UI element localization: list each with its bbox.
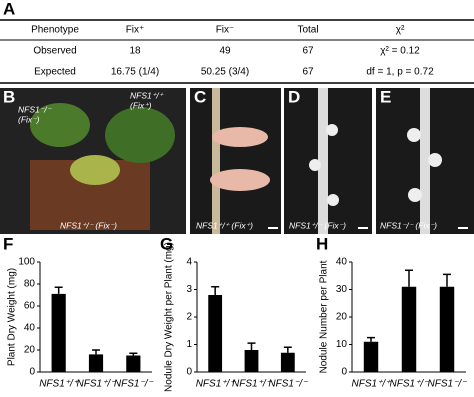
photo-label: (Fix⁺) xyxy=(130,100,152,110)
photo-label: (Fix⁻) xyxy=(18,114,40,124)
bar xyxy=(280,352,295,372)
table-cell: 67 xyxy=(302,67,314,78)
y-axis-label: Nodule Number per Plant xyxy=(319,260,330,373)
photo-label: NFS1⁺/⁺ (Fix⁺) xyxy=(196,220,253,230)
error-bar xyxy=(92,349,100,355)
photo-labels: NFS1⁻/⁻(Fix⁻) NFS1⁺/⁺(Fix⁺) NFS1⁺/⁻ (Fix⁻)… xyxy=(18,90,437,230)
nodule xyxy=(407,128,421,142)
error-bar xyxy=(405,269,413,287)
y-tick-label: 4 xyxy=(186,257,192,268)
y-axis-label: Plant Dry Weight (mg) xyxy=(7,268,18,366)
x-tick-label: NFS1⁺/⁺ xyxy=(196,379,236,390)
root xyxy=(420,88,430,234)
x-tick-label: NFS1⁺/⁺ xyxy=(352,379,392,390)
bar xyxy=(88,354,104,372)
photo-label: NFS1⁺/⁺ xyxy=(130,90,165,100)
bar xyxy=(439,286,455,372)
y-tick-label: 20 xyxy=(24,345,36,356)
y-tick-label: 0 xyxy=(341,367,347,378)
nodule xyxy=(428,153,442,167)
error-bar xyxy=(283,346,292,353)
y-tick-label: 30 xyxy=(336,284,348,295)
x-tick-label: NFS1⁺/⁻ xyxy=(232,379,272,390)
y-tick-label: 2 xyxy=(186,312,192,323)
y-tick-label: 40 xyxy=(24,323,36,334)
table-header: Total xyxy=(297,25,318,36)
table-header: Phenotype xyxy=(31,25,79,36)
error-bar xyxy=(129,352,138,356)
nodule xyxy=(327,194,339,206)
bar xyxy=(363,341,379,372)
table-cell: 18 xyxy=(129,46,141,57)
table-cell: 67 xyxy=(302,46,314,57)
leaves xyxy=(30,103,90,147)
error-bar xyxy=(211,286,220,295)
x-tick-label: NFS1⁻/⁻ xyxy=(428,379,468,390)
y-tick-label: 20 xyxy=(336,312,348,323)
panel-label: B xyxy=(3,87,15,106)
x-tick-label: NFS1⁺/⁻ xyxy=(390,379,430,390)
y-tick-label: 60 xyxy=(24,301,36,312)
panel-label: A xyxy=(3,0,15,18)
error-bar xyxy=(247,342,256,350)
y-tick-label: 1 xyxy=(186,339,192,350)
leaves xyxy=(105,107,175,163)
panel-label: D xyxy=(288,87,300,106)
panel-label: H xyxy=(316,234,328,253)
photo-label: NFS1⁺/⁻ (Fix⁻) xyxy=(60,220,117,230)
x-tick-label: NFS1⁻/⁻ xyxy=(268,379,308,390)
bar xyxy=(208,295,223,372)
table-header: Fix⁻ xyxy=(216,25,235,36)
y-tick-label: 3 xyxy=(186,284,192,295)
table-cell: 49 xyxy=(219,46,231,57)
y-tick-label: 0 xyxy=(29,367,35,378)
bar xyxy=(401,286,417,372)
nodule xyxy=(210,169,270,191)
y-tick-label: 100 xyxy=(18,257,35,268)
root xyxy=(212,88,220,234)
panel-label: E xyxy=(380,87,391,106)
table-cell: df = 1, p = 0.72 xyxy=(366,67,434,78)
x-tick-label: NFS1⁺/⁺ xyxy=(39,379,79,390)
error-bar xyxy=(367,336,375,342)
nodule xyxy=(408,188,422,202)
root xyxy=(318,88,328,234)
error-bar xyxy=(54,286,63,294)
nodule xyxy=(212,127,268,147)
nodule xyxy=(326,124,338,136)
y-tick-label: 40 xyxy=(336,257,348,268)
panel-label: G xyxy=(160,234,173,253)
x-tick-label: NFS1⁺/⁻ xyxy=(77,379,117,390)
table-cell: Expected xyxy=(34,67,76,78)
photo-label: NFS1⁻/⁻ (Fix⁻) xyxy=(380,220,437,230)
bar xyxy=(126,355,141,372)
bar xyxy=(244,350,259,372)
photos xyxy=(0,88,474,234)
y-tick-label: 0 xyxy=(186,367,192,378)
y-axis-label: Nodule Dry Weight per Plant (mg) xyxy=(164,242,175,392)
panel-label: C xyxy=(194,87,206,106)
error-bar xyxy=(443,273,451,287)
table-header: χ² xyxy=(396,25,405,36)
table-cell: Observed xyxy=(33,46,76,57)
table-cell: χ² = 0.12 xyxy=(380,46,420,57)
panel-label: F xyxy=(3,234,13,253)
table-header: Fix⁺ xyxy=(126,25,145,36)
table-cell: 50.25 (3/4) xyxy=(201,67,249,78)
table-cell: 16.75 (1/4) xyxy=(111,67,159,78)
photo-label: NFS1⁺/⁻ (Fix⁻) xyxy=(289,220,346,230)
y-tick-label: 80 xyxy=(24,279,36,290)
photo-label: NFS1⁻/⁻ xyxy=(18,104,53,114)
photo-c xyxy=(190,88,281,234)
nodule xyxy=(309,159,321,171)
leaves xyxy=(70,155,120,185)
y-tick-label: 10 xyxy=(336,339,348,350)
bar xyxy=(51,293,66,372)
x-tick-label: NFS1⁻/⁻ xyxy=(114,379,154,390)
